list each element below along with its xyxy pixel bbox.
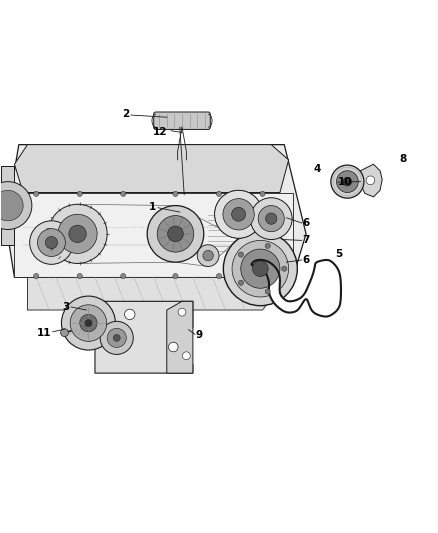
Text: 2: 2 — [122, 109, 129, 119]
Circle shape — [260, 191, 265, 197]
Circle shape — [61, 296, 116, 350]
Circle shape — [260, 273, 265, 279]
Polygon shape — [95, 301, 193, 373]
Text: 6: 6 — [303, 218, 310, 228]
Polygon shape — [1, 166, 14, 245]
Circle shape — [331, 165, 364, 198]
Polygon shape — [360, 164, 382, 197]
Circle shape — [265, 243, 270, 248]
Circle shape — [203, 251, 213, 261]
Circle shape — [70, 305, 107, 341]
Circle shape — [48, 204, 107, 263]
Circle shape — [223, 232, 297, 305]
Polygon shape — [14, 192, 293, 277]
Circle shape — [366, 176, 375, 184]
Circle shape — [34, 191, 39, 197]
Circle shape — [223, 199, 254, 230]
Circle shape — [77, 191, 82, 197]
Text: 7: 7 — [303, 236, 310, 245]
Circle shape — [336, 171, 358, 192]
Circle shape — [69, 225, 86, 243]
Circle shape — [113, 334, 120, 341]
Circle shape — [215, 190, 262, 238]
Circle shape — [197, 245, 219, 266]
Circle shape — [241, 249, 280, 288]
Circle shape — [85, 320, 92, 327]
Polygon shape — [252, 260, 341, 317]
Circle shape — [38, 229, 65, 256]
Circle shape — [157, 215, 194, 252]
Text: 9: 9 — [196, 330, 203, 340]
Circle shape — [100, 321, 133, 354]
Text: 4: 4 — [313, 165, 321, 174]
Circle shape — [251, 198, 292, 239]
Circle shape — [216, 191, 222, 197]
Circle shape — [232, 240, 289, 297]
Polygon shape — [28, 277, 276, 310]
Circle shape — [216, 273, 222, 279]
Text: 1: 1 — [149, 202, 156, 212]
Circle shape — [30, 221, 73, 264]
Text: 11: 11 — [37, 328, 51, 338]
Circle shape — [58, 214, 97, 254]
Circle shape — [80, 314, 97, 332]
Circle shape — [0, 190, 23, 221]
Circle shape — [120, 191, 126, 197]
Circle shape — [258, 206, 284, 232]
Circle shape — [282, 266, 287, 271]
Circle shape — [183, 352, 190, 360]
Circle shape — [265, 289, 270, 294]
Circle shape — [265, 213, 277, 224]
FancyBboxPatch shape — [154, 112, 210, 130]
Circle shape — [343, 177, 352, 186]
Polygon shape — [167, 301, 193, 373]
Circle shape — [46, 237, 57, 249]
Circle shape — [215, 190, 262, 238]
Text: 3: 3 — [62, 302, 70, 312]
Text: 6: 6 — [303, 255, 310, 265]
Text: 10: 10 — [338, 177, 352, 187]
Circle shape — [0, 182, 32, 230]
Polygon shape — [14, 144, 289, 192]
Text: 5: 5 — [335, 249, 343, 260]
Circle shape — [124, 309, 135, 320]
Circle shape — [120, 273, 126, 279]
Text: 8: 8 — [399, 154, 406, 164]
Circle shape — [253, 261, 268, 277]
Polygon shape — [6, 144, 306, 277]
Circle shape — [173, 191, 178, 197]
Circle shape — [232, 207, 246, 221]
Circle shape — [238, 280, 244, 285]
Circle shape — [178, 308, 186, 316]
Circle shape — [107, 328, 126, 348]
Circle shape — [34, 273, 39, 279]
Circle shape — [77, 273, 82, 279]
Circle shape — [147, 206, 204, 262]
Circle shape — [173, 273, 178, 279]
Circle shape — [168, 226, 184, 241]
Circle shape — [238, 252, 244, 257]
Circle shape — [60, 329, 68, 336]
Circle shape — [169, 342, 178, 352]
Text: 12: 12 — [153, 126, 167, 136]
